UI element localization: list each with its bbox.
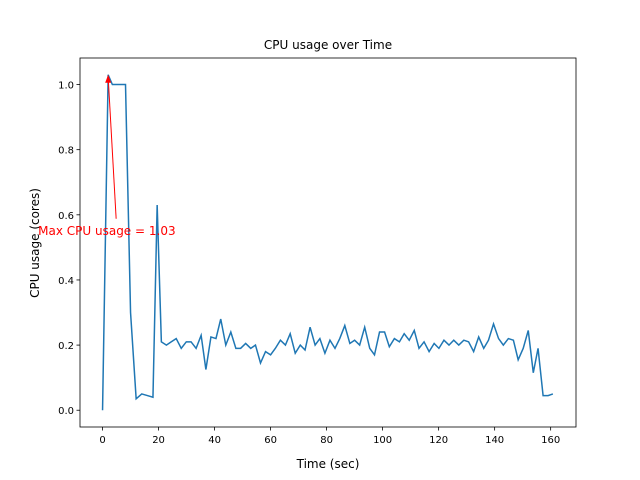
line-series [101,74,554,411]
y-tick-label: 0.0 [58,406,74,417]
x-tick-label: 120 [429,435,448,446]
annotation-arrow [107,76,117,219]
x-tick-label: 0 [99,435,105,446]
y-tick-label: 1.0 [58,81,74,92]
x-tick-label: 160 [541,435,560,446]
x-axis-label: Time (sec) [296,457,360,471]
plot-frame [79,57,577,428]
y-axis-label: CPU usage (cores) [28,188,42,298]
x-tick-label: 60 [264,435,277,446]
x-tick-label: 140 [485,435,504,446]
y-tick-label: 0.2 [58,341,74,352]
y-tick-label: 0.6 [58,211,74,222]
x-tick-label: 40 [208,435,221,446]
annotation-text: Max CPU usage = 1.03 [38,224,175,238]
y-tick-label: 0.8 [58,146,74,157]
chart-title: CPU usage over Time [264,38,392,52]
x-tick-label: 100 [373,435,392,446]
annotation-arrowhead [105,74,112,83]
y-tick-label: 0.4 [58,276,74,287]
x-tick-label: 20 [152,435,165,446]
x-tick-label: 80 [320,435,333,446]
